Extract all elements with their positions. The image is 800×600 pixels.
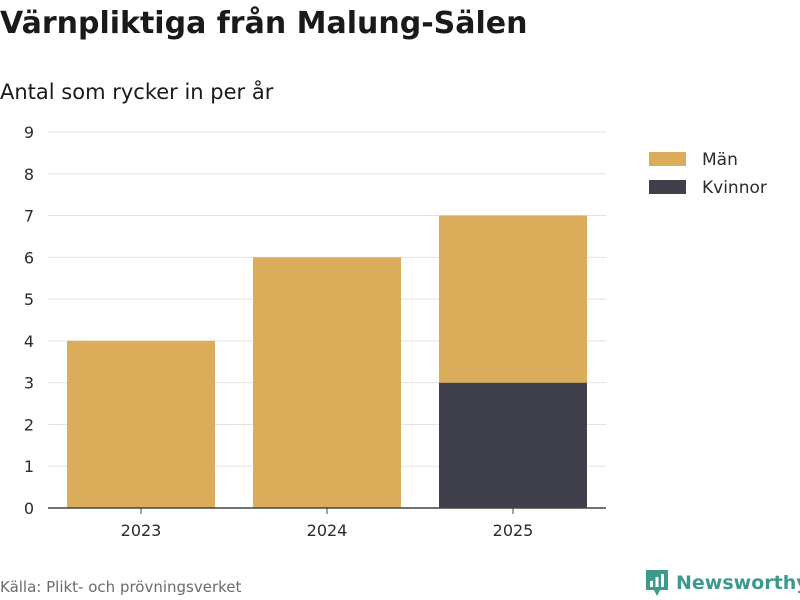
brand-name: Newsworthy [676,572,800,594]
axes: 0 1 2 3 4 5 6 7 8 9 2023 2024 2025 [24,123,606,540]
bar-segment [439,382,587,508]
chart-subtitle: Antal som rycker in per år [0,80,274,104]
y-tick-label: 6 [24,248,34,267]
y-tick-label: 0 [24,499,34,518]
y-tick-label: 3 [24,374,34,393]
stacked-bar-chart: 0 1 2 3 4 5 6 7 8 9 2023 2024 2025 Män Kvinnor [24,123,767,540]
y-tick-label: 9 [24,123,34,142]
source-note: Källa: Plikt- och prövningsverket [0,578,242,596]
x-tick-label: 2023 [121,521,162,540]
brand-logo: Newsworthy [644,568,800,598]
legend-swatch [649,152,686,166]
legend-swatch [649,180,686,194]
legend-label: Kvinnor [702,178,767,198]
bars [67,215,587,508]
y-tick-label: 5 [24,290,34,309]
y-tick-label: 2 [24,415,34,434]
bar-segment [253,257,401,508]
y-tick-label: 4 [24,332,34,351]
bar-segment [67,340,215,508]
legend-label: Män [702,150,738,170]
legend: Män Kvinnor [649,150,767,198]
bar-segment [439,215,587,383]
x-tick-label: 2024 [307,521,348,540]
y-tick-label: 1 [24,457,34,476]
y-tick-label: 7 [24,207,34,226]
chart-title: Värnpliktiga från Malung-Sälen [0,6,528,41]
y-tick-label: 8 [24,165,34,184]
x-tick-label: 2025 [493,521,534,540]
newsworthy-logo-icon [646,570,668,596]
